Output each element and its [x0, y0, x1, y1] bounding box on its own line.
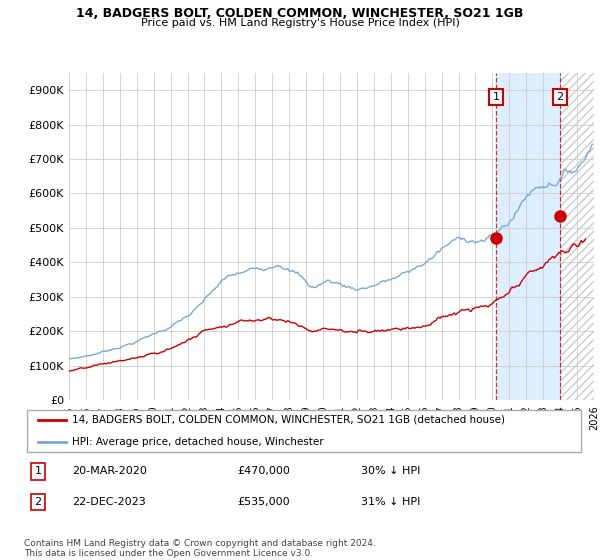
Text: 30% ↓ HPI: 30% ↓ HPI [361, 466, 420, 477]
Text: 2: 2 [556, 92, 563, 102]
Text: £535,000: £535,000 [237, 497, 290, 507]
Bar [496, 73, 560, 400]
Text: 1: 1 [35, 466, 41, 477]
Text: Contains HM Land Registry data © Crown copyright and database right 2024.
This d: Contains HM Land Registry data © Crown c… [24, 539, 376, 558]
Text: 20-MAR-2020: 20-MAR-2020 [71, 466, 146, 477]
Text: £470,000: £470,000 [237, 466, 290, 477]
FancyBboxPatch shape [27, 409, 581, 452]
Text: 14, BADGERS BOLT, COLDEN COMMON, WINCHESTER, SO21 1GB: 14, BADGERS BOLT, COLDEN COMMON, WINCHES… [76, 7, 524, 20]
Text: 1: 1 [493, 92, 500, 102]
Text: Price paid vs. HM Land Registry's House Price Index (HPI): Price paid vs. HM Land Registry's House … [140, 18, 460, 28]
Bar [560, 73, 594, 400]
Text: 2: 2 [34, 497, 41, 507]
Text: 22-DEC-2023: 22-DEC-2023 [71, 497, 145, 507]
Bar [560, 73, 594, 400]
Text: 14, BADGERS BOLT, COLDEN COMMON, WINCHESTER, SO21 1GB (detached house): 14, BADGERS BOLT, COLDEN COMMON, WINCHES… [71, 415, 505, 425]
Text: HPI: Average price, detached house, Winchester: HPI: Average price, detached house, Winc… [71, 437, 323, 447]
Text: 31% ↓ HPI: 31% ↓ HPI [361, 497, 420, 507]
